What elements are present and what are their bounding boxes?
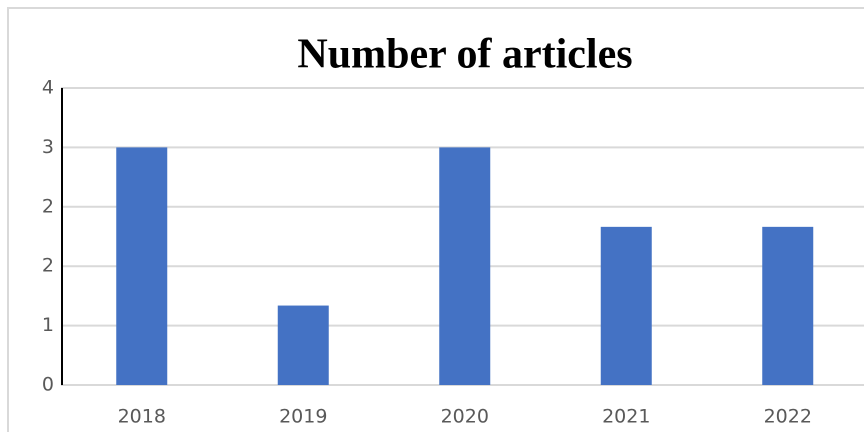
x-tick-label: 2019 <box>279 406 327 428</box>
y-tick-label: 2 <box>42 255 54 277</box>
x-tick-label: 2022 <box>764 406 812 428</box>
y-tick-label: 3 <box>42 136 54 158</box>
x-tick-label: 2020 <box>441 406 489 428</box>
y-tick-label: 4 <box>42 77 54 99</box>
bar <box>116 147 168 385</box>
y-tick-label: 0 <box>42 374 54 396</box>
x-tick-label: 2018 <box>118 406 166 428</box>
y-tick-label: 2 <box>42 195 54 217</box>
bar <box>600 226 652 385</box>
bar <box>762 226 814 385</box>
x-tick-label: 2021 <box>602 406 650 428</box>
chart-title: Number of articles <box>297 32 632 78</box>
bar <box>439 147 491 385</box>
bar <box>277 305 329 385</box>
y-tick-label: 1 <box>42 314 54 336</box>
